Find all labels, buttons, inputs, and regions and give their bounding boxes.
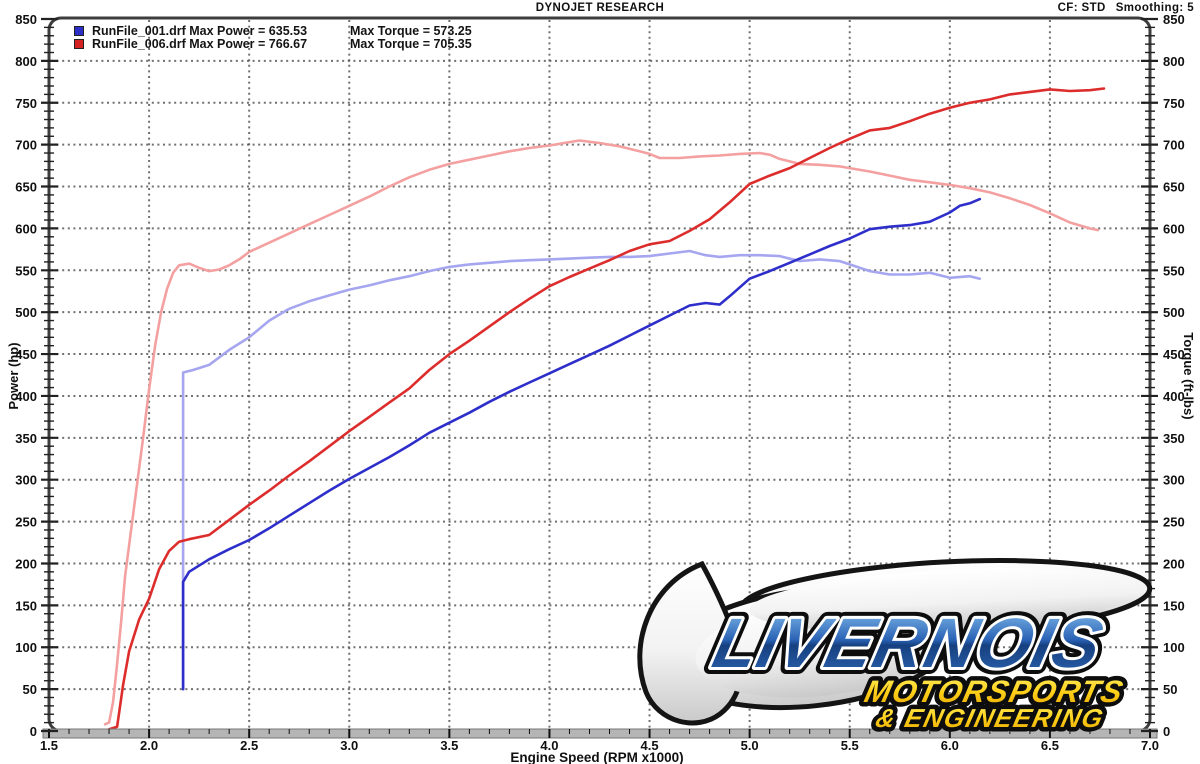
y-tick-label-left: 850 — [15, 12, 37, 27]
y-tick-label-right: 650 — [1163, 180, 1185, 195]
logo-motorsports: MOTORSPORTS MOTORSPORTS — [857, 670, 1132, 714]
y-tick-label-right: 450 — [1163, 347, 1185, 362]
svg-text:& ENGINEERING: & ENGINEERING — [873, 703, 1107, 733]
page-title: DYNOJET RESEARCH — [535, 2, 665, 14]
runfile-006-max-power: RunFile_006.drf Max Power = 766.67 — [92, 37, 308, 51]
y-tick-label-right: 150 — [1163, 598, 1185, 613]
y-tick-label-right: 0 — [1163, 724, 1170, 739]
y-tick-label-right: 250 — [1163, 515, 1185, 530]
y-tick-label-left: 700 — [15, 138, 37, 153]
x-tick-label: 6.0 — [941, 738, 959, 753]
logo-swoosh-shape — [637, 558, 1153, 726]
y-tick-label-right: 400 — [1163, 389, 1185, 404]
runfile-001-max-torque: Max Torque = 573.25 — [350, 24, 472, 38]
logo-text-innerstroke: LIVERNOIS — [706, 605, 1110, 683]
y-tick-label-right: 700 — [1163, 138, 1185, 153]
y-tick-label-right: 550 — [1163, 263, 1185, 278]
x-tick-label: 3.5 — [440, 738, 458, 753]
x-tick-label: 5.5 — [841, 738, 859, 753]
svg-text:MOTORSPORTS: MOTORSPORTS — [861, 674, 1127, 709]
logo-text-outline: LIVERNOIS — [706, 605, 1110, 683]
x-tick-label: 3.0 — [340, 738, 358, 753]
y-tick-label-right: 50 — [1163, 682, 1177, 697]
logo-wordmark: LIVERNOIS LIVERNOIS LIVERNOIS — [699, 598, 1117, 690]
y-tick-label-left: 500 — [15, 305, 37, 320]
y-tick-label-left: 550 — [15, 263, 37, 278]
y-tick-label-right: 500 — [1163, 305, 1185, 320]
y-tick-label-left: 150 — [15, 598, 37, 613]
x-tick-label: 1.5 — [40, 738, 58, 753]
y-tick-label-left: 100 — [15, 640, 37, 655]
x-axis-title: Engine Speed (RPM x1000) — [510, 750, 684, 764]
y-tick-label-left: 50 — [23, 682, 37, 697]
runfile-001-max-power: RunFile_001.drf Max Power = 635.53 — [92, 24, 308, 38]
smoothing-value: Smoothing: 5 — [1115, 2, 1194, 14]
curve-runfile-001-drf-torque-ft-lbs- — [181, 249, 982, 691]
y-tick-label-right: 600 — [1163, 221, 1185, 236]
y-tick-label-left: 350 — [15, 431, 37, 446]
y-tick-label-left: 650 — [15, 180, 37, 195]
svg-text:& ENGINEERING: & ENGINEERING — [873, 703, 1107, 733]
y-tick-label-left: 450 — [15, 347, 37, 362]
y-tick-label-left: 750 — [15, 96, 37, 111]
y-tick-label-right: 100 — [1163, 640, 1185, 655]
logo-engineering: & ENGINEERING & ENGINEERING — [868, 699, 1111, 738]
y-tick-label-left: 0 — [30, 724, 37, 739]
y-tick-label-right: 200 — [1163, 556, 1185, 571]
left-axis-title: Power (hp) — [6, 342, 21, 410]
correction-smoothing-readout: CF: STD Smoothing: 5 — [1048, 2, 1194, 14]
livernois-watermark-logo: LIVERNOIS LIVERNOIS LIVERNOIS MOTORSPORT… — [637, 558, 1153, 738]
legend-row-runfile-001: RunFile_001.drf Max Power = 635.53 Max To… — [74, 25, 544, 38]
x-tick-label: 2.0 — [140, 738, 158, 753]
y-tick-label-left: 600 — [15, 221, 37, 236]
x-tick-label: 6.5 — [1041, 738, 1059, 753]
runfile-006-swatch-icon — [74, 39, 84, 49]
x-tick-label: 7.0 — [1141, 738, 1159, 753]
curve-runfile-006-drf-torque-ft-lbs- — [103, 139, 1100, 726]
curve-runfile-006-drf-power-hp- — [107, 87, 1106, 731]
y-tick-label-right: 300 — [1163, 473, 1185, 488]
run-legend: RunFile_001.drf Max Power = 635.53 Max To… — [74, 25, 544, 51]
legend-row-runfile-006: RunFile_006.drf Max Power = 766.67 Max To… — [74, 38, 544, 51]
y-tick-label-left: 200 — [15, 556, 37, 571]
x-tick-label: 4.5 — [641, 738, 659, 753]
svg-text:MOTORSPORTS: MOTORSPORTS — [861, 674, 1127, 709]
y-tick-label-right: 800 — [1163, 54, 1185, 69]
y-tick-label-right: 350 — [1163, 431, 1185, 446]
right-axis-title: Torque (ft-lbs) — [1181, 332, 1196, 420]
y-tick-label-left: 400 — [15, 389, 37, 404]
y-tick-label-right: 750 — [1163, 96, 1185, 111]
y-tick-label-left: 250 — [15, 515, 37, 530]
cf-value: CF: STD — [1057, 2, 1106, 14]
x-tick-label: 5.0 — [741, 738, 759, 753]
x-axis-bar — [42, 728, 1158, 739]
runfile-001-swatch-icon — [74, 26, 84, 36]
x-tick-label: 2.5 — [240, 738, 258, 753]
curve-runfile-001-drf-power-hp- — [181, 197, 982, 691]
logo-text-fill: LIVERNOIS — [706, 605, 1110, 683]
runfile-006-max-torque: Max Torque = 705.35 — [350, 37, 472, 51]
y-tick-label-left: 800 — [15, 54, 37, 69]
x-tick-label: 4.0 — [540, 738, 558, 753]
y-tick-label-left: 300 — [15, 473, 37, 488]
y-tick-label-right: 850 — [1163, 12, 1185, 27]
